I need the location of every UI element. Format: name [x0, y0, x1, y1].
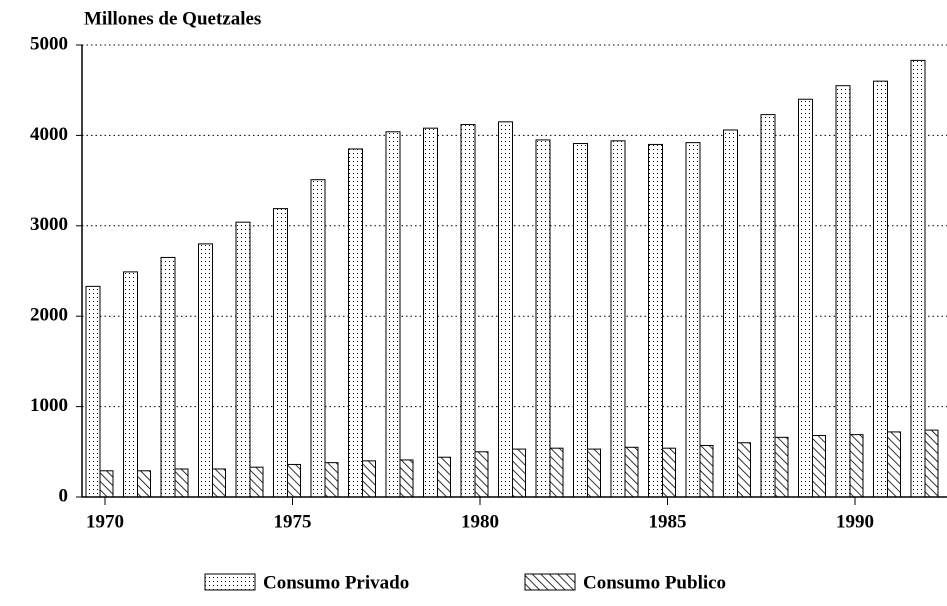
bar [123, 271, 138, 498]
bar [437, 456, 451, 498]
bar [924, 429, 939, 498]
bar [662, 447, 676, 498]
bar [512, 448, 526, 498]
bar [273, 208, 288, 498]
bar [160, 256, 176, 498]
legend-label: Consumo Privado [263, 572, 409, 593]
bar [399, 459, 414, 498]
y-tick-label: 1000 [30, 395, 68, 416]
bar [760, 114, 776, 498]
bar [535, 139, 551, 498]
bar [460, 124, 476, 498]
bar [310, 179, 326, 498]
bar [498, 121, 513, 498]
x-tick-label: 1970 [86, 511, 124, 532]
y-tick-label: 0 [59, 485, 69, 506]
x-tick-label: 1980 [461, 511, 499, 532]
bar [774, 436, 789, 498]
bar [798, 98, 813, 498]
y-tick-label: 2000 [30, 305, 68, 326]
bar [99, 470, 114, 498]
bar [812, 435, 826, 498]
bar [287, 463, 301, 498]
bar [137, 470, 151, 498]
bar [610, 140, 626, 498]
bar [385, 131, 401, 498]
bar [212, 468, 226, 498]
legend-label: Consumo Publico [583, 572, 726, 593]
x-tick-label: 1975 [274, 511, 312, 532]
bar [699, 444, 714, 498]
x-tick-label: 1990 [836, 511, 874, 532]
legend-swatch [204, 573, 256, 591]
bar [737, 442, 751, 498]
bar [85, 285, 101, 498]
bar [549, 447, 564, 498]
y-tick-label: 3000 [30, 214, 68, 235]
legend-swatch [524, 573, 576, 591]
bar [198, 243, 213, 498]
bar [348, 148, 363, 498]
bar [849, 434, 864, 498]
bar [723, 129, 738, 498]
bar [249, 466, 264, 498]
bar [174, 468, 189, 498]
bar [235, 221, 251, 498]
bar [324, 462, 339, 498]
bar [887, 431, 901, 498]
bar [573, 143, 588, 498]
y-tick-label: 5000 [30, 33, 68, 54]
bar [685, 142, 701, 498]
y-tick-label: 4000 [30, 124, 68, 145]
bar [362, 460, 376, 498]
bar [910, 59, 926, 498]
bar [474, 451, 489, 498]
bar [648, 143, 663, 498]
bar [835, 85, 851, 498]
bar [423, 127, 438, 498]
y-axis-label: Millones de Quetzales [84, 8, 261, 29]
bar [624, 446, 639, 498]
bar [873, 80, 888, 498]
bar [587, 448, 601, 498]
x-tick-label: 1985 [649, 511, 687, 532]
